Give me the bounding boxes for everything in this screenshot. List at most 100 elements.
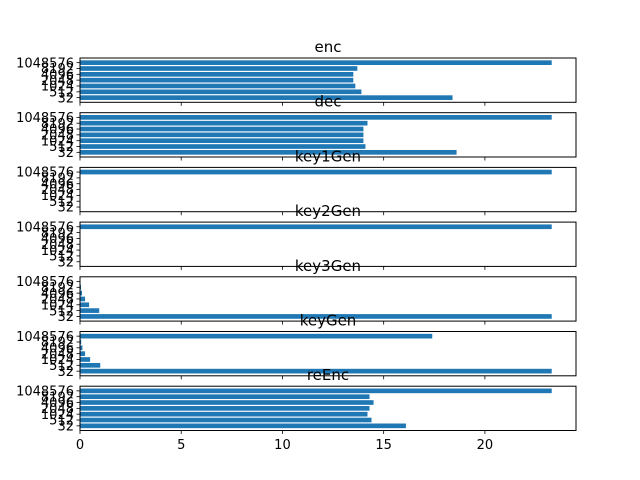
bar-keygen-512 [80,362,101,368]
y-tick-label: 32 [57,91,74,106]
bar-keygen-4096 [80,345,83,351]
y-tick-label: 8192 [41,336,74,351]
bar-reenc-8192 [80,394,370,400]
bar-enc-32 [80,95,453,100]
y-tick-label: 2048 [41,293,74,308]
y-tick-label: 4096 [41,342,74,357]
bar-enc-1024 [80,83,356,89]
y-tick-label: 32 [57,201,74,216]
y-tick-label: 1048576 [16,111,74,126]
y-tick-label: 1024 [41,244,74,259]
x-tick-label: 15 [375,438,392,453]
y-tick-label: 32 [57,310,74,325]
y-tick-label: 8192 [41,390,74,405]
y-tick-label: 512 [49,140,74,155]
bar-dec-8192 [80,120,368,126]
bar-dec-512 [80,144,366,149]
bar-enc-512 [80,89,362,95]
y-tick-label: 2048 [41,129,74,144]
subplot-title: enc [315,38,342,56]
y-tick-label: 4096 [41,396,74,411]
y-tick-label: 8192 [41,117,74,132]
bar-key2gen-1048576 [80,224,552,230]
y-tick-label: 2048 [41,183,74,198]
y-tick-label: 512 [49,359,74,374]
x-tick-label: 0 [76,438,84,453]
subplot-title: reEnc [307,366,349,384]
y-tick-label: 4096 [41,123,74,138]
bar-dec-1048576 [80,115,552,120]
y-tick-label: 1024 [41,353,74,368]
y-tick-label: 1024 [41,80,74,95]
y-tick-label: 32 [57,146,74,161]
x-tick-label: 10 [274,438,291,453]
bar-keygen-1048576 [80,333,433,339]
y-tick-label: 1024 [41,298,74,313]
y-tick-label: 1048576 [16,275,74,290]
bar-key3gen-32 [80,314,552,319]
subplot-title: keyGen [300,312,357,330]
bar-reenc-2048 [80,406,370,411]
y-tick-label: 2048 [41,347,74,362]
y-tick-label: 32 [57,365,74,380]
bar-keygen-2048 [80,351,86,356]
bar-key3gen-1024 [80,302,90,308]
bar-dec-32 [80,150,457,155]
bar-key1gen-1048576 [80,169,552,175]
y-tick-label: 8192 [41,226,74,241]
bar-reenc-512 [80,417,372,423]
bar-dec-2048 [80,132,364,138]
bar-enc-2048 [80,77,354,83]
y-tick-label: 8192 [41,172,74,187]
y-tick-label: 4096 [41,68,74,83]
y-tick-label: 4096 [41,287,74,302]
bar-keygen-8192 [80,339,82,345]
y-tick-label: 1048576 [16,56,74,71]
x-tick-label: 5 [177,438,185,453]
y-tick-label: 1048576 [16,220,74,235]
y-tick-label: 1024 [41,189,74,204]
y-tick-label: 1048576 [16,166,74,181]
bar-dec-4096 [80,126,364,132]
bar-key3gen-4096 [80,290,83,296]
y-tick-label: 2048 [41,402,74,417]
y-tick-label: 1048576 [16,330,74,345]
subplot-title: dec [315,93,342,111]
subplot-grid: 3251210242048409681921048576enc325121024… [16,38,577,453]
bar-reenc-4096 [80,400,374,405]
y-tick-label: 32 [57,255,74,270]
subplot-title: key2Gen [295,202,361,220]
y-tick-label: 8192 [41,281,74,296]
bar-enc-1048576 [80,60,552,65]
x-tick-label: 20 [477,438,494,453]
bar-key3gen-512 [80,308,100,313]
bar-keygen-32 [80,368,552,374]
y-tick-label: 4096 [41,177,74,192]
y-tick-label: 2048 [41,74,74,89]
y-tick-label: 8192 [41,62,74,77]
bar-enc-8192 [80,66,358,71]
subplot-title: key3Gen [295,257,361,275]
y-tick-label: 1024 [41,134,74,149]
y-tick-label: 1024 [41,408,74,423]
bar-dec-1024 [80,138,364,144]
subplot-title: key1Gen [295,147,361,165]
y-tick-label: 512 [49,85,74,100]
bar-key3gen-2048 [80,296,86,302]
y-tick-label: 32 [57,420,74,435]
y-tick-label: 512 [49,304,74,319]
y-tick-label: 512 [49,195,74,210]
bar-reenc-1048576 [80,388,552,394]
bar-keygen-1024 [80,357,91,362]
bar-enc-4096 [80,71,354,77]
bar-reenc-32 [80,423,406,429]
y-tick-label: 2048 [41,238,74,253]
